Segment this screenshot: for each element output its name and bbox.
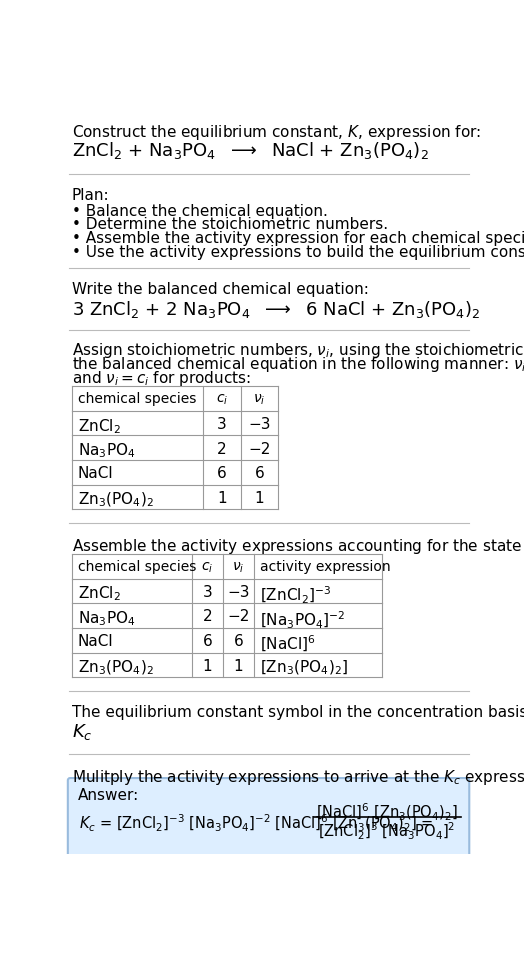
Text: $c_i$: $c_i$ [201,560,213,574]
Text: $\nu_i$: $\nu_i$ [232,560,245,574]
Text: −2: −2 [248,441,270,456]
Text: [Na$_3$PO$_4$]$^{-2}$: [Na$_3$PO$_4$]$^{-2}$ [260,609,345,630]
Text: Construct the equilibrium constant, $K$, expression for:: Construct the equilibrium constant, $K$,… [72,123,481,142]
Text: Plan:: Plan: [72,188,110,203]
Text: 6: 6 [254,466,264,481]
Text: 2: 2 [217,441,227,456]
Text: 3 ZnCl$_2$ + 2 Na$_3$PO$_4$  $\longrightarrow$  6 NaCl + Zn$_3$(PO$_4$)$_2$: 3 ZnCl$_2$ + 2 Na$_3$PO$_4$ $\longrighta… [72,299,480,320]
Text: 6: 6 [217,466,227,481]
Text: Answer:: Answer: [78,788,139,803]
Text: Zn$_3$(PO$_4$)$_2$: Zn$_3$(PO$_4$)$_2$ [78,659,154,677]
Text: • Assemble the activity expression for each chemical species.: • Assemble the activity expression for e… [72,231,524,246]
Text: 3: 3 [202,585,212,599]
Text: NaCl: NaCl [78,466,114,481]
Text: ZnCl$_2$: ZnCl$_2$ [78,417,121,435]
Text: and $\nu_i = c_i$ for products:: and $\nu_i = c_i$ for products: [72,369,250,388]
Text: Na$_3$PO$_4$: Na$_3$PO$_4$ [78,441,136,460]
Text: $K_c$: $K_c$ [72,722,92,742]
FancyBboxPatch shape [68,778,470,871]
Text: Assemble the activity expressions accounting for the state of matter and $\nu_i$: Assemble the activity expressions accoun… [72,537,524,556]
Text: ZnCl$_2$ + Na$_3$PO$_4$  $\longrightarrow$  NaCl + Zn$_3$(PO$_4$)$_2$: ZnCl$_2$ + Na$_3$PO$_4$ $\longrightarrow… [72,140,429,161]
Text: NaCl: NaCl [78,634,114,649]
Text: • Use the activity expressions to build the equilibrium constant expression.: • Use the activity expressions to build … [72,246,524,260]
Text: −2: −2 [227,609,249,624]
Text: 1: 1 [255,491,264,505]
Text: ZnCl$_2$: ZnCl$_2$ [78,585,121,603]
Text: [ZnCl$_2$]$^3$ [Na$_3$PO$_4$]$^2$: [ZnCl$_2$]$^3$ [Na$_3$PO$_4$]$^2$ [319,820,456,841]
Text: The equilibrium constant symbol in the concentration basis is:: The equilibrium constant symbol in the c… [72,705,524,720]
Text: $K_c$ = [ZnCl$_2$]$^{-3}$ [Na$_3$PO$_4$]$^{-2}$ [NaCl]$^6$ [Zn$_3$(PO$_4$)$_2$] : $K_c$ = [ZnCl$_2$]$^{-3}$ [Na$_3$PO$_4$]… [80,812,435,833]
Text: [NaCl]$^6$: [NaCl]$^6$ [260,634,316,654]
Text: $c_i$: $c_i$ [216,392,228,407]
Text: 6: 6 [202,634,212,649]
Text: 1: 1 [217,491,227,505]
Text: activity expression: activity expression [260,560,391,574]
Text: [NaCl]$^6$ [Zn$_3$(PO$_4$)$_2$]: [NaCl]$^6$ [Zn$_3$(PO$_4$)$_2$] [316,802,458,823]
Text: 1: 1 [234,659,243,674]
Text: Na$_3$PO$_4$: Na$_3$PO$_4$ [78,609,136,628]
Text: • Determine the stoichiometric numbers.: • Determine the stoichiometric numbers. [72,218,388,232]
Text: 6: 6 [234,634,243,649]
Text: chemical species: chemical species [78,560,196,574]
Text: $\nu_i$: $\nu_i$ [253,392,266,407]
Text: [ZnCl$_2$]$^{-3}$: [ZnCl$_2$]$^{-3}$ [260,585,331,606]
Text: Assign stoichiometric numbers, $\nu_i$, using the stoichiometric coefficients, $: Assign stoichiometric numbers, $\nu_i$, … [72,341,524,361]
Text: Mulitply the activity expressions to arrive at the $K_c$ expression:: Mulitply the activity expressions to arr… [72,768,524,787]
Text: 2: 2 [202,609,212,624]
Text: 3: 3 [217,417,227,432]
Text: chemical species: chemical species [78,392,196,407]
Text: 1: 1 [202,659,212,674]
Text: the balanced chemical equation in the following manner: $\nu_i = -c_i$ for react: the balanced chemical equation in the fo… [72,356,524,374]
Text: Zn$_3$(PO$_4$)$_2$: Zn$_3$(PO$_4$)$_2$ [78,491,154,509]
Text: [Zn$_3$(PO$_4$)$_2$]: [Zn$_3$(PO$_4$)$_2$] [260,659,348,677]
Text: • Balance the chemical equation.: • Balance the chemical equation. [72,203,328,219]
Text: −3: −3 [248,417,270,432]
Text: Write the balanced chemical equation:: Write the balanced chemical equation: [72,282,368,297]
Text: −3: −3 [227,585,249,599]
